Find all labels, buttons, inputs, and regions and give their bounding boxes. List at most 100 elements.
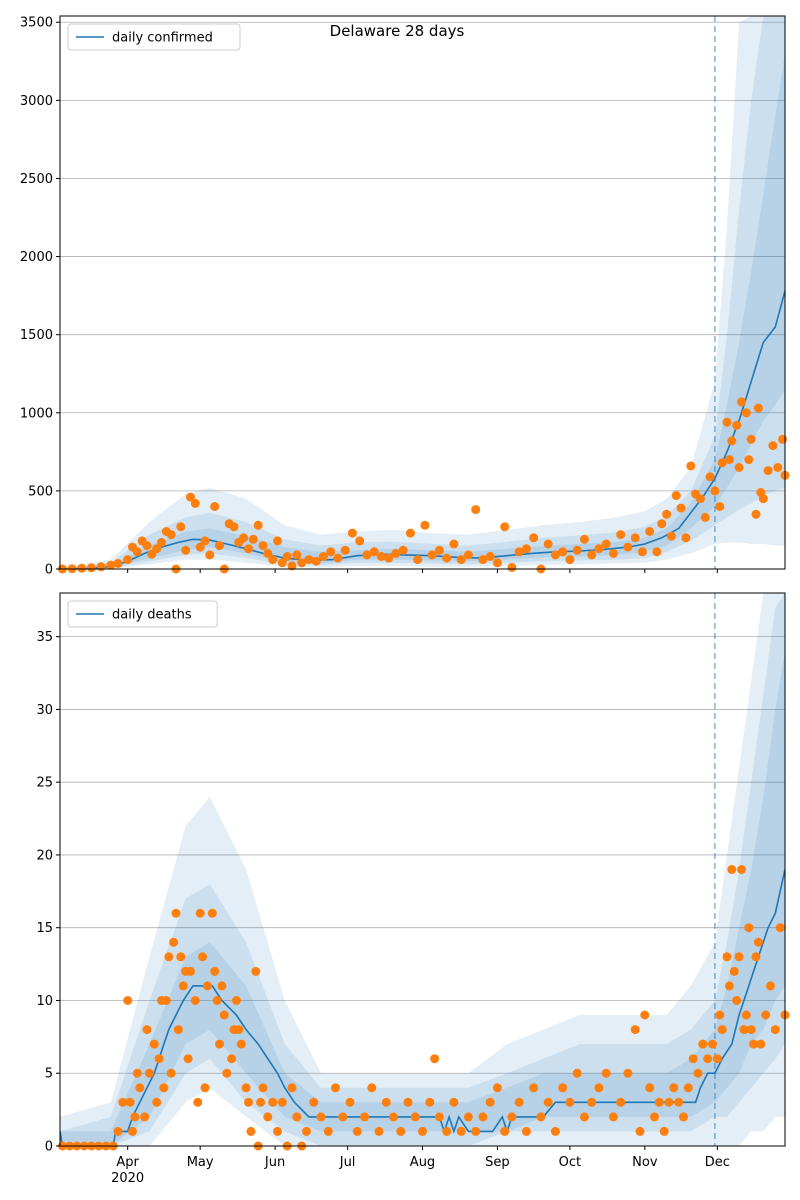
deaths-observed-point xyxy=(178,981,188,991)
deaths-observed-point xyxy=(601,1068,611,1078)
confirmed-observed-point xyxy=(347,528,357,538)
deaths-observed-point xyxy=(113,1126,123,1136)
deaths-observed-point xyxy=(202,981,212,991)
confirmed-plot-area xyxy=(60,16,785,569)
confirmed-observed-point xyxy=(391,548,401,558)
deaths-observed-point xyxy=(142,1025,152,1035)
confirmed-observed-point xyxy=(657,519,667,529)
deaths-observed-point xyxy=(594,1083,604,1093)
deaths-observed-point xyxy=(616,1097,626,1107)
deaths-observed-point xyxy=(630,1025,640,1035)
deaths-observed-point xyxy=(703,1054,713,1064)
deaths-observed-point xyxy=(374,1126,384,1136)
deaths-observed-point xyxy=(176,952,186,962)
deaths-observed-point xyxy=(650,1112,659,1122)
confirmed-observed-point xyxy=(77,563,87,573)
deaths-observed-point xyxy=(529,1083,539,1093)
deaths-observed-point xyxy=(550,1126,560,1136)
deaths-observed-point xyxy=(463,1112,473,1122)
deaths-observed-point xyxy=(418,1126,427,1136)
deaths-observed-point xyxy=(123,996,133,1005)
confirmed-observed-point xyxy=(744,455,754,465)
confirmed-observed-point xyxy=(529,533,539,543)
deaths-observed-point xyxy=(683,1083,693,1093)
deaths-x-tick-label: Aug xyxy=(410,1155,435,1170)
deaths-observed-point xyxy=(775,923,785,933)
confirmed-observed-point xyxy=(778,434,788,444)
confirmed-observed-point xyxy=(287,561,297,571)
deaths-observed-point xyxy=(434,1112,444,1122)
deaths-observed-point xyxy=(737,865,746,874)
confirmed-observed-point xyxy=(96,562,106,572)
deaths-observed-point xyxy=(456,1126,466,1136)
confirmed-observed-point xyxy=(292,550,302,560)
deaths-observed-point xyxy=(669,1083,679,1093)
confirmed-observed-point xyxy=(210,502,220,511)
deaths-observed-point xyxy=(536,1112,546,1122)
confirmed-uncertainty-band xyxy=(60,16,785,569)
deaths-observed-point xyxy=(135,1083,145,1093)
confirmed-observed-point xyxy=(277,558,287,568)
deaths-observed-point xyxy=(514,1097,524,1107)
confirmed-observed-point xyxy=(239,533,249,543)
confirmed-observed-point xyxy=(311,556,321,566)
confirmed-observed-point xyxy=(195,542,205,552)
confirmed-observed-point xyxy=(492,558,502,568)
deaths-plot-area xyxy=(60,593,785,1146)
deaths-observed-point xyxy=(674,1097,684,1107)
confirmed-observed-point xyxy=(326,547,336,557)
deaths-observed-point xyxy=(442,1126,452,1136)
deaths-observed-point xyxy=(478,1112,488,1122)
confirmed-observed-point xyxy=(190,498,200,508)
deaths-observed-point xyxy=(715,1010,725,1020)
confirmed-uncertainty-band xyxy=(60,16,785,569)
confirmed-observed-point xyxy=(478,555,488,565)
deaths-observed-point xyxy=(125,1097,135,1107)
confirmed-observed-point xyxy=(746,434,756,444)
confirmed-observed-point xyxy=(565,555,575,565)
deaths-y-tick-label: 10 xyxy=(36,994,53,1009)
deaths-observed-point xyxy=(579,1112,589,1122)
deaths-x-tick-label: Apr xyxy=(116,1155,139,1170)
deaths-legend-box xyxy=(67,600,218,628)
confirmed-observed-point xyxy=(229,522,239,532)
confirmed-y-tick-label: 1500 xyxy=(20,328,53,343)
deaths-observed-point xyxy=(352,1126,362,1136)
confirmed-observed-point xyxy=(253,520,263,530)
confirmed-observed-point xyxy=(630,533,640,543)
deaths-observed-point xyxy=(316,1112,326,1122)
confirmed-observed-point xyxy=(645,527,655,536)
confirmed-observed-point xyxy=(142,541,152,551)
confirmed-observed-point xyxy=(579,534,589,544)
deaths-y-tick-label: 30 xyxy=(36,703,53,718)
confirmed-observed-point xyxy=(666,531,676,541)
deaths-observed-point xyxy=(753,937,763,947)
confirmed-observed-point xyxy=(263,548,273,558)
deaths-uncertainty-band xyxy=(60,593,785,1146)
deaths-observed-point xyxy=(389,1112,398,1122)
confirmed-observed-point xyxy=(485,552,495,561)
deaths-observed-point xyxy=(403,1097,413,1107)
confirmed-observed-point xyxy=(376,552,386,561)
confirmed-observed-point xyxy=(205,550,215,560)
confirmed-observed-point xyxy=(753,403,763,413)
deaths-observed-point xyxy=(751,952,761,962)
deaths-observed-point xyxy=(140,1112,150,1122)
deaths-observed-point xyxy=(708,1039,717,1049)
confirmed-observed-point xyxy=(724,455,734,465)
confirmed-observed-point xyxy=(369,547,379,557)
deaths-observed-point xyxy=(722,952,732,962)
deaths-observed-point xyxy=(724,981,734,991)
confirmed-observed-point xyxy=(340,545,350,555)
deaths-observed-point xyxy=(521,1126,531,1136)
deaths-observed-point xyxy=(338,1112,348,1122)
confirmed-observed-point xyxy=(768,441,778,451)
confirmed-observed-point xyxy=(413,555,423,565)
deaths-x-tick-label: Jun xyxy=(264,1155,285,1170)
confirmed-legend-box xyxy=(67,23,241,51)
deaths-observed-point xyxy=(277,1097,287,1107)
confirmed-observed-point xyxy=(442,553,452,563)
deaths-observed-point xyxy=(323,1126,333,1136)
confirmed-observed-point xyxy=(514,547,524,557)
deaths-x-tick-label: Jul xyxy=(339,1155,356,1170)
